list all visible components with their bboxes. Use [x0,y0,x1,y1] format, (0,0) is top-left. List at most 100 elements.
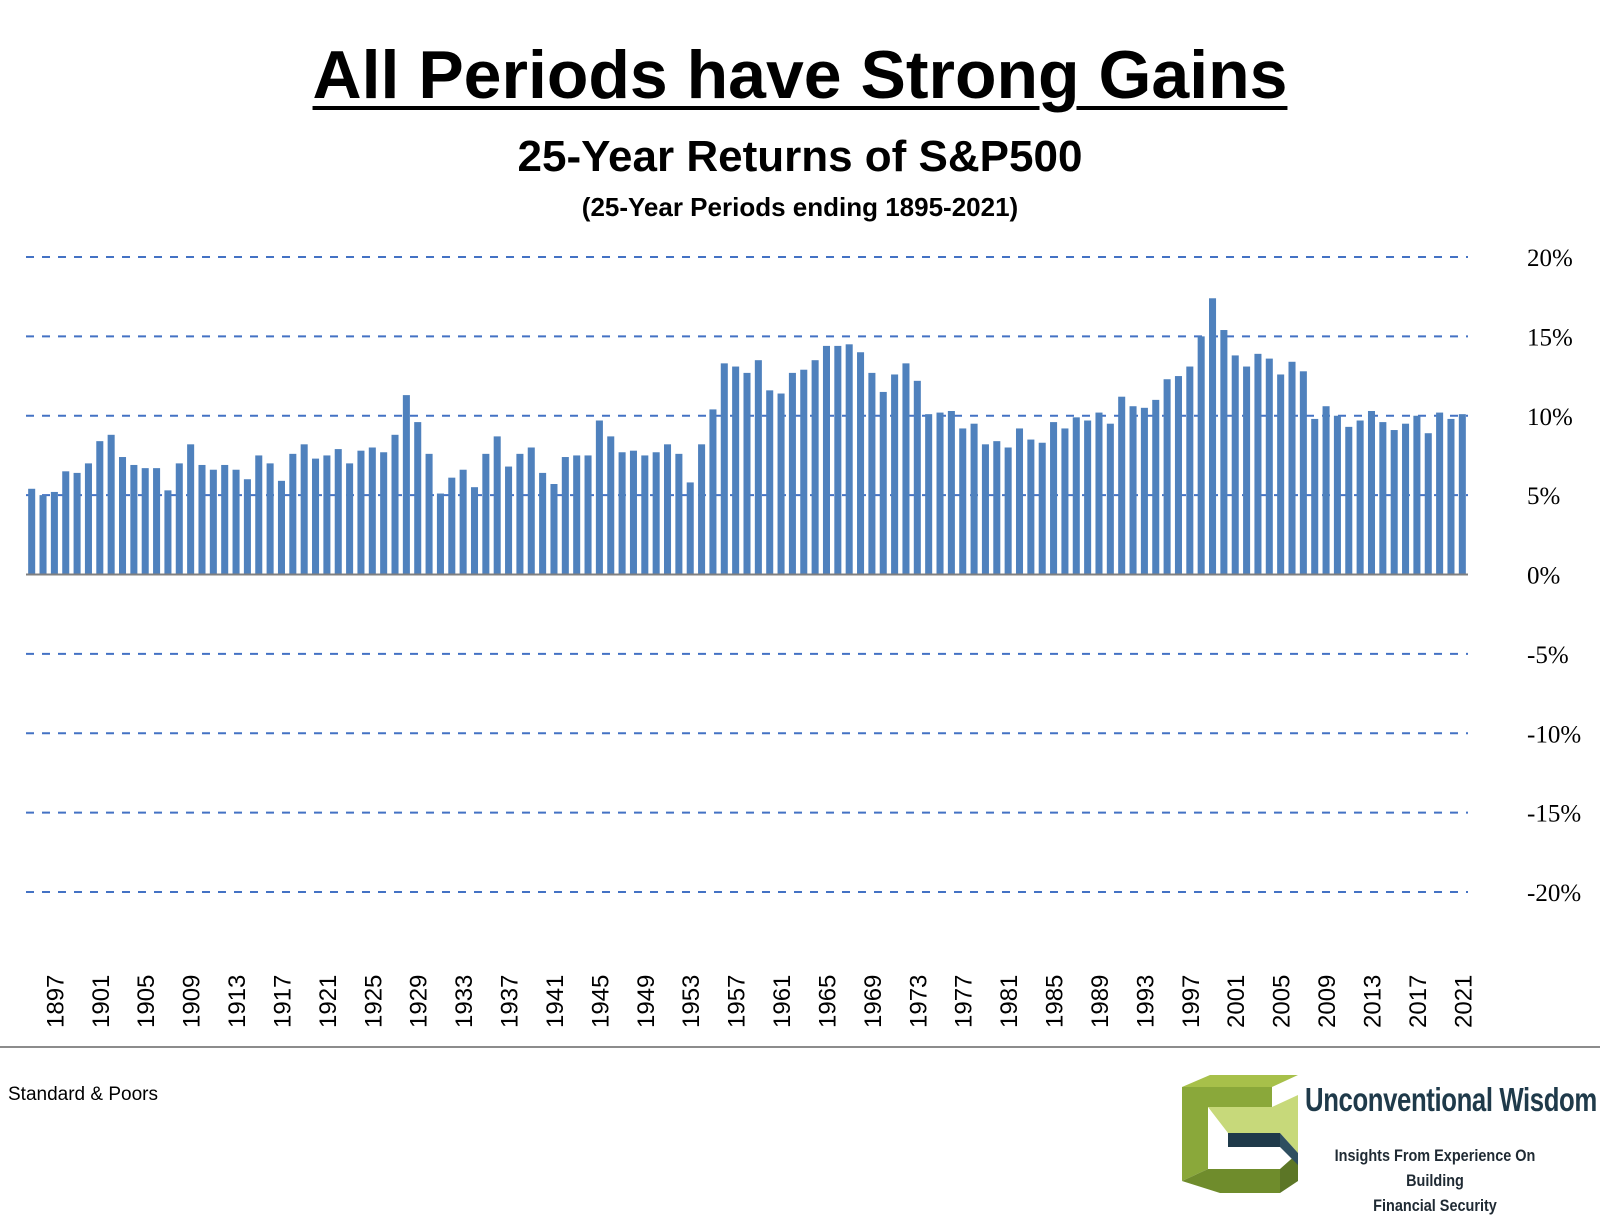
bar [221,464,229,575]
bar [1322,406,1330,575]
bar-series [28,298,1466,575]
y-tick-label: 20% [1527,245,1573,272]
x-tick-label: 1977 [951,975,978,1028]
bar [277,480,285,575]
bar [891,374,899,575]
bar [868,372,876,575]
x-tick-label: 1905 [133,975,160,1028]
logo-name: Unconventional Wisdom [1305,1081,1597,1118]
bar [1084,420,1092,575]
bar [505,466,513,575]
x-tick-label: 1997 [1178,975,1205,1028]
source-note: Standard & Poors [8,1084,158,1105]
bar [1424,433,1432,575]
x-tick-label: 1929 [406,975,433,1028]
bar [448,477,456,575]
bar [346,463,354,575]
bar [39,495,47,575]
bar [970,423,978,575]
bar [754,360,762,575]
bar [993,441,1001,575]
bar [516,453,524,575]
x-tick-label: 2017 [1405,975,1432,1028]
x-tick-label: 1981 [996,975,1023,1028]
bar [357,450,365,575]
x-tick-label: 1945 [587,975,614,1028]
bar [1436,412,1444,575]
bar [1333,415,1341,575]
bar [902,363,910,575]
chart-period-note: (25-Year Periods ending 1895-2021) [581,192,1019,222]
x-tick-label: 1941 [542,975,569,1028]
x-tick-label: 1937 [497,975,524,1028]
bar [289,453,297,575]
bar [1050,422,1058,575]
bar [368,447,376,575]
y-axis-tick-labels: 20% 15% 10% 5% 0% -5% -10% -15% -20% [1527,245,1581,907]
bar [913,380,921,575]
bar [414,422,422,575]
bar [459,469,467,575]
bar [663,444,672,575]
bar [959,428,967,575]
bar [1243,366,1251,575]
x-tick-label: 2009 [1314,975,1341,1028]
bar [879,391,887,575]
bar [607,436,615,575]
bar [255,455,263,575]
x-tick-label: 1985 [1042,975,1069,1028]
bar [573,455,581,575]
x-tick-label: 1925 [360,975,387,1028]
bar [300,444,308,575]
bar [800,369,808,575]
bar [936,412,944,575]
bar [811,360,819,575]
bar [1402,423,1410,575]
bar [1129,406,1137,575]
x-tick-label: 1921 [315,975,342,1028]
bar [1152,399,1160,575]
bar [686,482,694,575]
logo-tagline-line-1: Insights From Experience On Building [1334,1146,1536,1190]
bar [1254,353,1262,575]
bar [436,493,444,575]
bar [1299,371,1307,575]
x-tick-label: 1989 [1087,975,1114,1028]
x-tick-label: 1993 [1132,975,1159,1028]
bar [1038,442,1046,575]
y-tick-label: 15% [1527,324,1573,351]
bar [743,372,751,575]
y-tick-label: -5% [1527,642,1569,669]
bar [391,434,399,575]
bar [1367,410,1376,575]
bar [1458,414,1466,575]
bar [1220,330,1228,575]
footer-divider [0,1046,1600,1048]
bar [1277,374,1285,575]
bar [1413,415,1421,575]
bar [709,409,717,575]
bar [28,488,36,575]
bar [1209,298,1217,575]
bar [1231,355,1239,575]
bar [1197,336,1205,575]
bar [641,455,649,575]
bar [1106,423,1114,575]
x-tick-label: 1917 [269,975,296,1028]
bar [618,452,626,575]
bar [107,434,115,575]
bar [1174,376,1182,575]
bar [470,487,479,575]
bar [732,366,740,575]
bar [652,452,660,575]
bar [527,447,535,575]
bar [720,363,728,575]
bar [947,410,955,575]
x-tick-label: 1957 [724,975,751,1028]
x-tick-label: 2013 [1359,975,1386,1028]
logo-tagline: Insights From Experience On Building Fin… [1329,1143,1542,1218]
bar [595,420,603,575]
bar [1356,420,1364,575]
bar [539,472,547,575]
bar [777,393,785,575]
